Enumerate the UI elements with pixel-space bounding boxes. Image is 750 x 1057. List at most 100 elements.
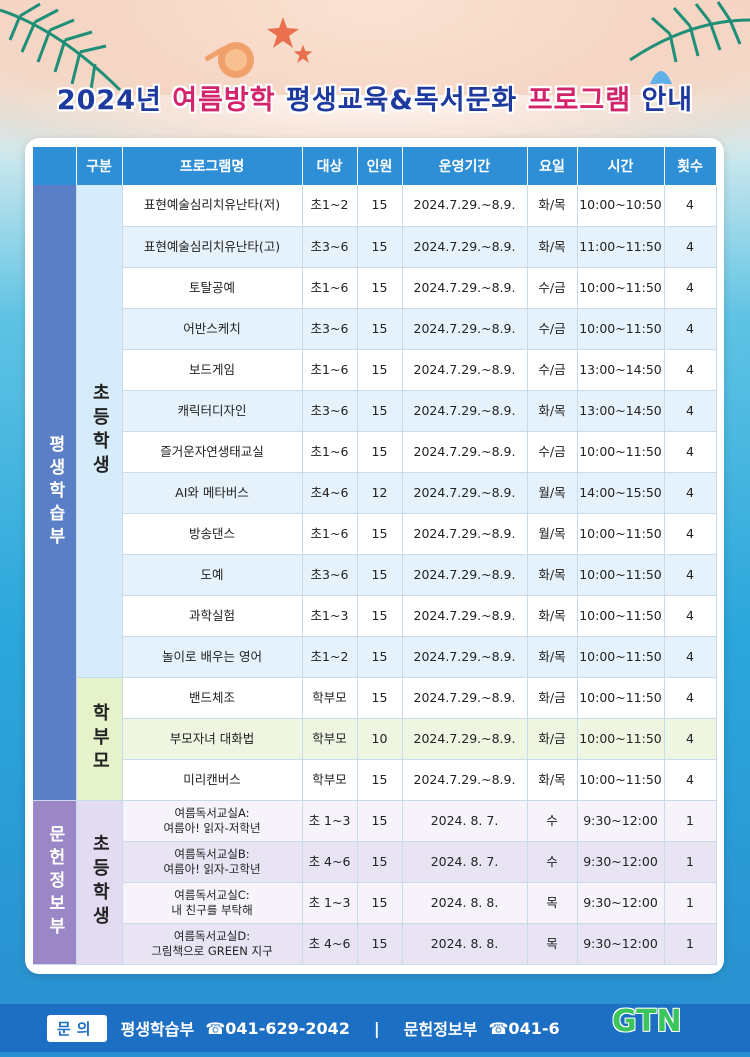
palm-leaf-left-icon [0, 2, 122, 97]
time: 13:00~14:50 [577, 390, 665, 432]
sessions: 1 [664, 841, 717, 883]
sessions: 4 [664, 308, 717, 350]
table-row: 미리캔버스 학부모 15 2024.7.29.~8.9. 화/목 10:00~11:50 4 [33, 759, 717, 801]
day: 월/목 [527, 513, 578, 555]
period: 2024. 8. 8. [402, 882, 528, 924]
program-name-line1: 여름독서교실A: [174, 806, 250, 821]
day: 화/목 [527, 759, 578, 801]
program-name: 어반스케치 [122, 308, 303, 350]
target: 초 4~6 [302, 841, 358, 883]
period: 2024.7.29.~8.9. [402, 636, 528, 678]
sessions: 4 [664, 390, 717, 432]
period: 2024.7.29.~8.9. [402, 349, 528, 391]
capacity: 15 [357, 800, 403, 842]
header-blank [33, 147, 77, 185]
small-starfish-icon [293, 44, 313, 63]
group-library-elementary-label: 초등학생 [76, 800, 123, 965]
target: 초1~2 [302, 636, 358, 678]
period: 2024.7.29.~8.9. [402, 267, 528, 309]
time: 10:00~11:50 [577, 718, 665, 760]
shell-icon [650, 71, 672, 84]
target: 초3~6 [302, 308, 358, 350]
period: 2024.7.29.~8.9. [402, 554, 528, 596]
time: 9:30~12:00 [577, 800, 665, 842]
time: 9:30~12:00 [577, 923, 665, 965]
dept-lifelong-label: 평생학습부 [33, 185, 77, 801]
time: 10:00~11:50 [577, 308, 665, 350]
program-name: AI와 메타버스 [122, 472, 303, 514]
title-highlight-vacation: 여름방학 [172, 85, 276, 116]
program-name: 방송댄스 [122, 513, 303, 555]
table-row: 토탈공예 초1~6 15 2024.7.29.~8.9. 수/금 10:00~11:50 4 [33, 267, 717, 309]
target: 초4~6 [302, 472, 358, 514]
target: 초 4~6 [302, 923, 358, 965]
time: 10:00~11:50 [577, 677, 665, 719]
period: 2024.7.29.~8.9. [402, 308, 528, 350]
contact-phone2: ☎041-6 [488, 1018, 560, 1038]
period: 2024.7.29.~8.9. [402, 595, 528, 637]
program-name: 즐거운자연생태교실 [122, 431, 303, 473]
sessions: 4 [664, 226, 717, 268]
table-row: 평생학습부 초등학생 표현예술심리치유난타(저) 초1~2 15 2024.7.29.~8… [33, 185, 717, 801]
period: 2024.7.29.~8.9. [402, 513, 528, 555]
sessions: 1 [664, 882, 717, 924]
header-time: 시간 [577, 147, 665, 185]
period: 2024.7.29.~8.9. [402, 390, 528, 432]
capacity: 15 [357, 308, 403, 350]
program-name: 여름독서교실B: 여름아! 읽자-고학년 [122, 841, 303, 883]
period: 2024.7.29.~8.9. [402, 759, 528, 801]
sessions: 4 [664, 595, 717, 637]
time: 13:00~14:50 [577, 349, 665, 391]
time: 10:00~11:50 [577, 513, 665, 555]
sand-bucket-icon [204, 42, 254, 78]
day: 목 [527, 923, 578, 965]
table-row: 놀이로 배우는 영어 초1~2 15 2024.7.29.~8.9. 화/목 10:00~… [33, 636, 717, 678]
program-name: 캐릭터디자인 [122, 390, 303, 432]
sessions: 4 [664, 759, 717, 801]
target: 초3~6 [302, 554, 358, 596]
program-name: 놀이로 배우는 영어 [122, 636, 303, 678]
program-name: 밴드체조 [122, 677, 303, 719]
period: 2024.7.29.~8.9. [402, 677, 528, 719]
target: 학부모 [302, 677, 358, 719]
target: 초1~3 [302, 595, 358, 637]
header-capacity: 인원 [357, 147, 403, 185]
day: 월/목 [527, 472, 578, 514]
target: 초1~6 [302, 431, 358, 473]
page-title: 2024년 여름방학 평생교육&독서문화 프로그램 안내 [0, 78, 750, 117]
group-elementary-label: 초등학생 [76, 185, 123, 678]
program-name: 미리캔버스 [122, 759, 303, 801]
table-row: 문헌정보부 초등학생 여름독서교실A: 여름아! 읽자-저학년 초 1~3 15 2024.… [33, 800, 717, 965]
period: 2024.7.29.~8.9. [402, 431, 528, 473]
sessions: 4 [664, 636, 717, 678]
title-highlight-program: 프로그램 [527, 85, 632, 116]
table-row: 여름독서교실D: 그림책으로 GREEN 지구 초 4~6 15 2024. 8. 8.… [33, 923, 717, 965]
sessions: 4 [664, 718, 717, 760]
day: 수/금 [527, 349, 578, 391]
capacity: 15 [357, 841, 403, 883]
target: 초1~6 [302, 349, 358, 391]
table-row: 도예 초3~6 15 2024.7.29.~8.9. 화/목 10:00~11:50 4 [33, 554, 717, 596]
table-row: 여름독서교실B: 여름아! 읽자-고학년 초 4~6 15 2024. 8. 7. 수 9:… [33, 841, 717, 883]
table-row: 부모자녀 대화법 학부모 10 2024.7.29.~8.9. 화/금 10:00~11:… [33, 718, 717, 760]
contact-footer: 문의 평생학습부 ☎041-629-2042 | 문헌정보부 ☎041-6 [0, 1004, 750, 1052]
day: 수 [527, 841, 578, 883]
program-name-line1: 여름독서교실C: [174, 888, 250, 903]
capacity: 15 [357, 431, 403, 473]
time: 10:00~11:50 [577, 636, 665, 678]
period: 2024.7.29.~8.9. [402, 718, 528, 760]
sessions: 4 [664, 267, 717, 309]
palm-leaf-right-icon [629, 1, 750, 63]
program-name-line1: 여름독서교실D: [173, 929, 251, 944]
program-name: 과학실험 [122, 595, 303, 637]
contact-tag: 문의 [47, 1014, 107, 1042]
table-row: 여름독서교실C: 내 친구를 부탁해 초 1~3 15 2024. 8. 8. 목 9:30… [33, 882, 717, 924]
program-name: 부모자녀 대화법 [122, 718, 303, 760]
time: 11:00~11:50 [577, 226, 665, 268]
period: 2024. 8. 8. [402, 923, 528, 965]
day: 화/목 [527, 554, 578, 596]
time: 10:00~11:50 [577, 759, 665, 801]
capacity: 12 [357, 472, 403, 514]
day: 화/목 [527, 185, 578, 227]
program-name: 토탈공예 [122, 267, 303, 309]
